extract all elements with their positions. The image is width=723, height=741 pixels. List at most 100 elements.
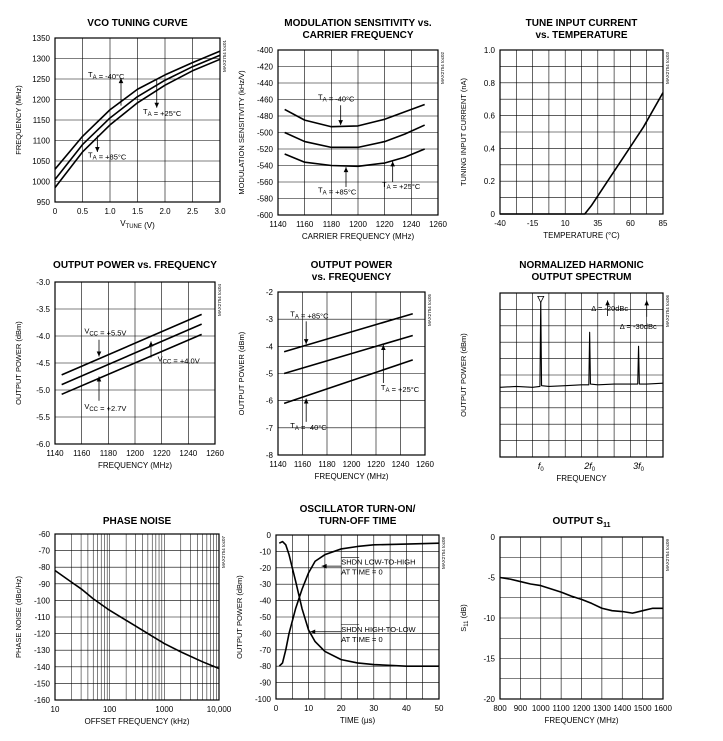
figure-code: MAX2754 toc09 xyxy=(665,539,670,572)
y-tick-label: -520 xyxy=(257,145,274,154)
y-tick-label: -60 xyxy=(259,629,271,638)
series-line-3 xyxy=(283,359,414,405)
x-tick-label: 1220 xyxy=(376,220,394,229)
y-tick-label: 0.8 xyxy=(484,79,496,88)
x-tick-label: 1260 xyxy=(206,449,224,458)
annotation-label: TA = +25°C xyxy=(382,180,421,191)
arrowhead xyxy=(644,300,649,306)
plot-frame xyxy=(275,534,440,700)
x-tick-label: 1100 xyxy=(553,704,571,713)
x-tick-label: 1240 xyxy=(392,460,410,469)
y-tick-label: -130 xyxy=(34,646,51,655)
series-line-1 xyxy=(54,50,221,170)
y-axis-label: OUTPUT POWER (dBm) xyxy=(235,575,244,659)
plot-frame xyxy=(54,533,220,701)
chart-8-title: OSCILLATOR TURN-ON/TURN-OFF TIME xyxy=(299,504,416,527)
arrowhead xyxy=(338,120,343,126)
x-tick-label: 1.5 xyxy=(132,207,144,216)
y-tick-label: -4.0 xyxy=(36,332,50,341)
arrowhead xyxy=(95,146,100,152)
x-tick-label: 0 xyxy=(53,207,58,216)
series-line-1 xyxy=(500,92,664,215)
y-tick-label: -30 xyxy=(259,580,271,589)
x-tick-label: 10 xyxy=(51,705,60,714)
y-tick-label: -560 xyxy=(257,178,274,187)
annotation-label: Δ = -20dBc xyxy=(591,304,628,313)
figure-code: MAX2754 toc03 xyxy=(665,52,670,85)
x-tick-label: 1180 xyxy=(323,220,341,229)
x-tick-label: 60 xyxy=(626,219,635,228)
x-tick-label: 1140 xyxy=(46,449,64,458)
y-tick-label: -150 xyxy=(34,679,51,688)
x-axis-label: FREQUENCY xyxy=(556,474,607,483)
y-tick-label: -40 xyxy=(259,597,271,606)
y-tick-label: -400 xyxy=(257,46,274,55)
chart-4-title: OUTPUT POWER vs. FREQUENCY xyxy=(53,260,217,271)
annotation-label: TA = +85°C xyxy=(88,151,127,162)
annotation-label: TA = -40°C xyxy=(290,421,327,432)
y-tick-label: 1350 xyxy=(32,34,50,43)
x-tick-label: 2.5 xyxy=(187,207,199,216)
y-axis-label: FREQUENCY (MHz) xyxy=(14,85,23,155)
y-tick-label: 0 xyxy=(491,533,496,542)
x-tick-label: 50 xyxy=(435,704,444,713)
x-tick-label: 2.0 xyxy=(159,207,171,216)
series-line-1 xyxy=(283,312,413,353)
x-tick-label: 1160 xyxy=(73,449,91,458)
arrowhead xyxy=(605,300,610,306)
y-tick-label: -5 xyxy=(266,370,274,379)
x-tick-label: 1220 xyxy=(153,449,171,458)
y-axis-label: S11 (dB) xyxy=(459,604,470,632)
arrowhead xyxy=(96,351,102,357)
annotation-label: SHDN LOW-TO-HIGH xyxy=(341,558,415,567)
chart-3-title: TUNE INPUT CURRENT vs. TEMPERATURE xyxy=(525,18,638,41)
y-axis-label: TUNING INPUT CURRENT (nA) xyxy=(459,77,468,186)
y-tick-label: 1000 xyxy=(32,178,50,187)
y-tick-label: -7 xyxy=(266,424,274,433)
series-line-2 xyxy=(61,323,202,386)
chart-8: 0 10 20 30 40 50-100-90-80-70-60-50-40-30-20-… xyxy=(235,531,446,725)
chart-7: 10 100 1000 10,000 -160 -150 -140 -130 -120 -110 -… xyxy=(14,530,232,726)
plot-frame xyxy=(499,292,664,458)
chart-1-title: VCO TUNING CURVE xyxy=(87,18,188,29)
y-tick-label: -90 xyxy=(259,679,271,688)
y-tick-label: -15 xyxy=(483,655,495,664)
annotation-label: AT TIME = 0 xyxy=(341,568,382,577)
x-tick-label: 1600 xyxy=(654,704,672,713)
y-axis-label: PHASE NOISE (dBc/Hz) xyxy=(14,575,23,658)
y-tick-label: -440 xyxy=(257,79,274,88)
y-tick-label: -3.5 xyxy=(36,305,50,314)
chart-1: 0 0.5 1.0 1.5 2.0 2.5 3.0 950 1000 1050 1100 1150 12… xyxy=(14,34,227,230)
x-tick-label: 1240 xyxy=(179,449,197,458)
chart-7-title: PHASE NOISE xyxy=(102,516,172,527)
x-tick-label: 1400 xyxy=(613,704,631,713)
figure-code: MAX2754 toc06 xyxy=(665,295,670,328)
y-tick-label: -100 xyxy=(34,596,51,605)
x-tick-label: 20 xyxy=(337,704,346,713)
x-tick-label: 1000 xyxy=(532,704,550,713)
y-tick-label: 1150 xyxy=(33,116,51,125)
arrowhead xyxy=(381,344,386,350)
x-tick-label: 100 xyxy=(103,705,117,714)
chart-5-title: OUTPUT POWER vs. FREQUENCY xyxy=(310,260,393,283)
figure-code: MAX2754 toc08 xyxy=(441,537,446,570)
x-tick-label: 1300 xyxy=(593,704,611,713)
series-line-2 xyxy=(54,54,221,180)
series-line-3 xyxy=(54,58,221,189)
chart-3: -40 -15 10 35 60 85 0 0.2 0.4 0.6 0.8 1.0 TEMPERATUR… xyxy=(459,46,670,240)
y-axis-label: OUTPUT POWER (dBm) xyxy=(459,333,468,417)
x-tick-label: 1160 xyxy=(296,220,314,229)
y-axis-label: OUTPUT POWER (dBm) xyxy=(237,331,246,415)
y-tick-label: -5.5 xyxy=(36,413,50,422)
chart-6-title: NORMALIZED HARMONIC OUTPUT SPECTRUM xyxy=(519,260,644,283)
x-tick-label: -15 xyxy=(527,219,539,228)
arrowhead xyxy=(390,161,395,167)
x-tick-label: 1160 xyxy=(294,460,312,469)
y-tick-label: -60 xyxy=(38,530,50,539)
x-tick-label: 1000 xyxy=(155,705,173,714)
arrowhead xyxy=(154,102,160,108)
y-tick-label: 0.2 xyxy=(484,177,496,186)
figure-code: MAX2754 toc04 xyxy=(217,284,222,317)
x-tick-label: 1200 xyxy=(343,460,361,469)
